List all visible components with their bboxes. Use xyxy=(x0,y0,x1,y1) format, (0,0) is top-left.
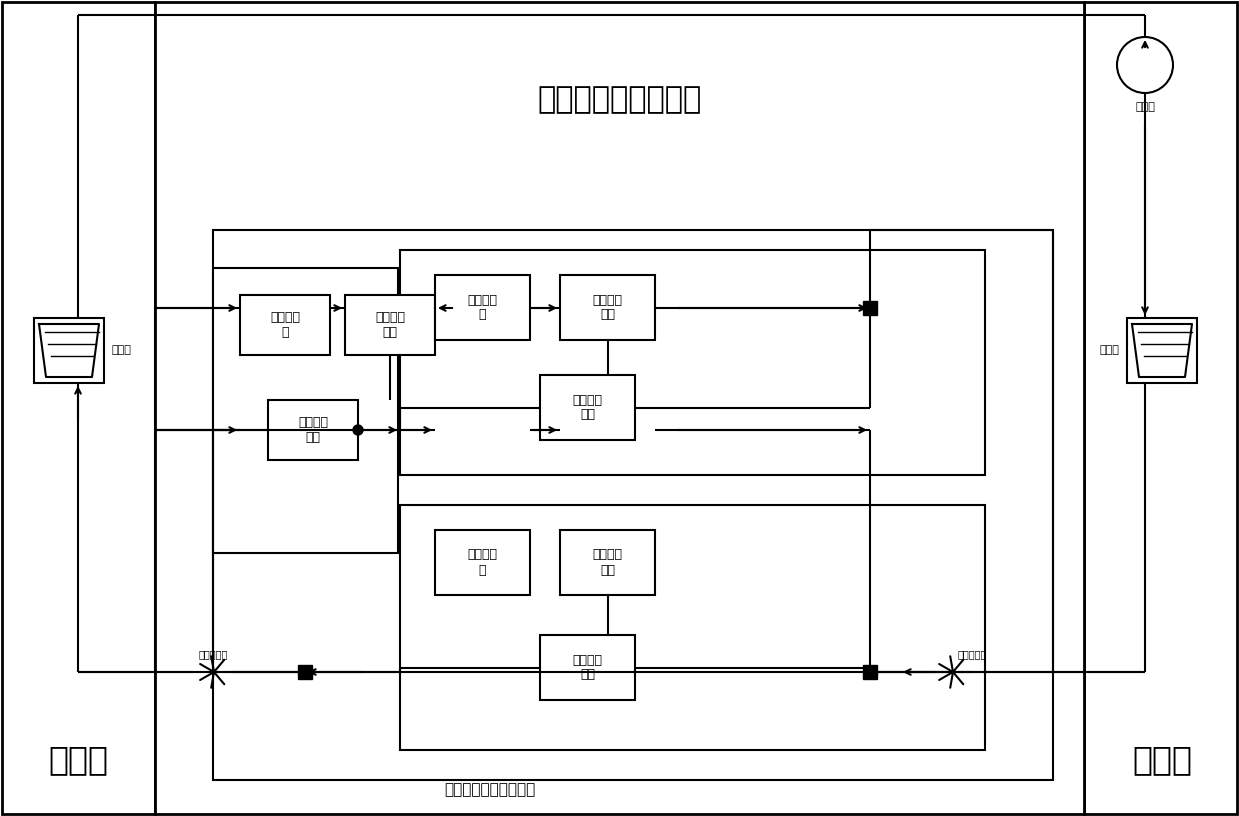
Bar xyxy=(400,505,985,750)
Bar xyxy=(435,530,530,595)
Text: 第一节流件: 第一节流件 xyxy=(199,649,228,659)
Text: 热量利用
单元: 热量利用 单元 xyxy=(592,548,622,576)
Text: 多级混联热量置换装置: 多级混联热量置换装置 xyxy=(445,783,535,797)
Text: 第三节流
件: 第三节流 件 xyxy=(270,311,300,339)
Text: 多级混联热量置换区: 多级混联热量置换区 xyxy=(538,86,703,114)
Text: 冷凝区: 冷凝区 xyxy=(1132,743,1192,777)
Bar xyxy=(560,275,655,340)
Circle shape xyxy=(353,425,363,435)
Bar xyxy=(299,665,312,679)
Bar xyxy=(1084,2,1237,814)
Bar xyxy=(33,318,104,383)
Text: 蒸发器: 蒸发器 xyxy=(112,345,131,356)
Text: 热量回收
单元: 热量回收 单元 xyxy=(572,654,602,681)
Bar xyxy=(240,295,330,355)
Bar xyxy=(213,268,398,553)
Text: 热量回收
单元: 热量回收 单元 xyxy=(572,393,602,422)
Bar xyxy=(435,275,530,340)
Bar xyxy=(540,375,636,440)
Bar xyxy=(268,400,358,460)
Bar xyxy=(155,2,1084,814)
Bar xyxy=(560,530,655,595)
Text: 冷凝器: 冷凝器 xyxy=(1099,345,1119,356)
Text: 热量利用
单元: 热量利用 单元 xyxy=(375,311,405,339)
Bar xyxy=(1127,318,1197,383)
Bar xyxy=(540,635,636,700)
Polygon shape xyxy=(38,324,99,377)
Bar xyxy=(400,250,985,475)
Text: 第三节流
件: 第三节流 件 xyxy=(467,294,498,322)
Bar xyxy=(344,295,435,355)
Text: 蒸发区: 蒸发区 xyxy=(48,743,108,777)
Text: 热量回收
单元: 热量回收 单元 xyxy=(299,416,328,444)
Text: 第二节流件: 第二节流件 xyxy=(958,649,987,659)
Bar xyxy=(213,230,1053,780)
Bar xyxy=(2,2,155,814)
Text: 压缩机: 压缩机 xyxy=(1135,102,1155,112)
Text: 第三节流
件: 第三节流 件 xyxy=(467,548,498,576)
Polygon shape xyxy=(1132,324,1192,377)
Bar xyxy=(864,301,877,315)
Bar xyxy=(864,665,877,679)
Text: 热量利用
单元: 热量利用 单元 xyxy=(592,294,622,322)
